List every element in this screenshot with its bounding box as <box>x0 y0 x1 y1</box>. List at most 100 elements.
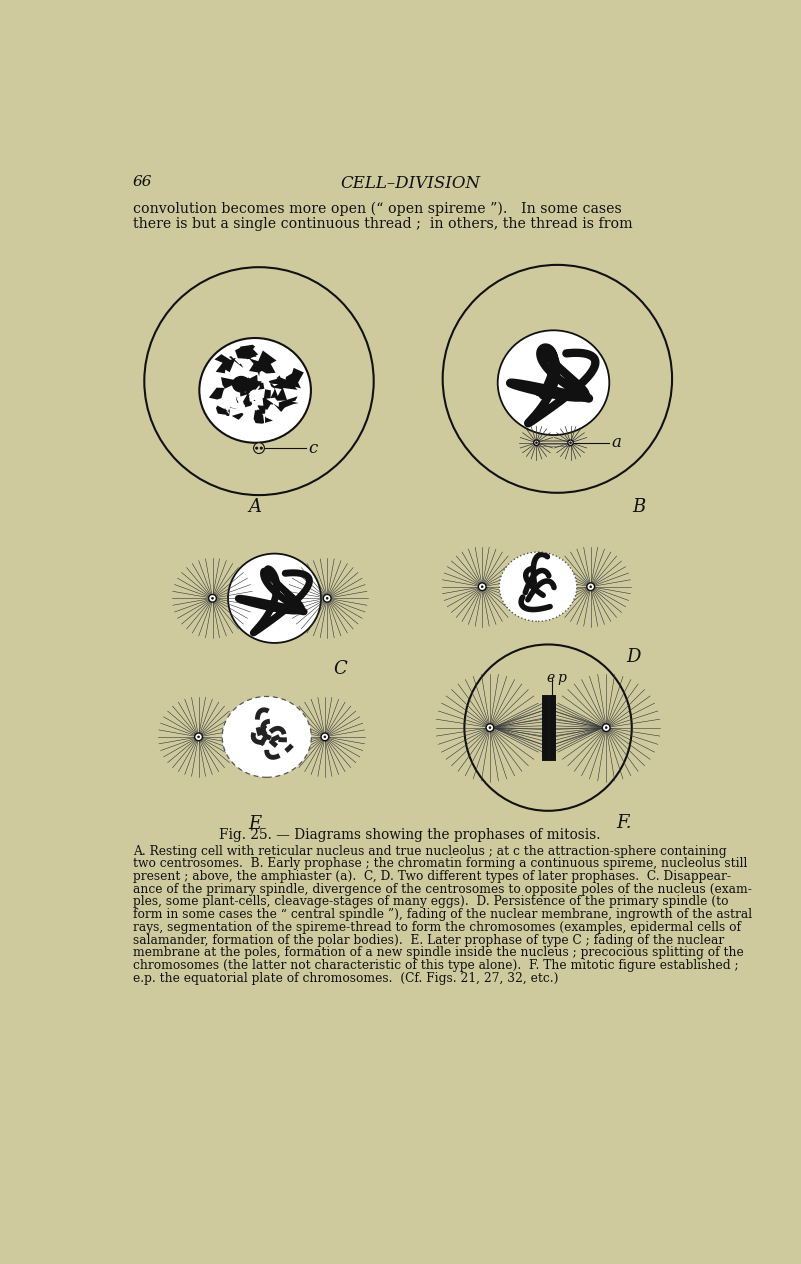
Polygon shape <box>235 346 256 359</box>
Polygon shape <box>256 350 276 374</box>
Circle shape <box>606 727 607 728</box>
Text: C: C <box>333 660 348 678</box>
Polygon shape <box>215 354 235 374</box>
Circle shape <box>489 727 491 728</box>
Circle shape <box>326 598 328 599</box>
Polygon shape <box>250 386 260 398</box>
Circle shape <box>602 724 610 732</box>
Polygon shape <box>221 404 232 412</box>
Polygon shape <box>244 386 263 406</box>
Polygon shape <box>266 398 279 407</box>
Polygon shape <box>224 369 235 375</box>
Circle shape <box>568 440 574 445</box>
Text: salamander, formation of the polar bodies).  E. Later prophase of type C ; fadin: salamander, formation of the polar bodie… <box>133 934 724 947</box>
Circle shape <box>590 585 592 588</box>
Polygon shape <box>241 392 254 406</box>
Polygon shape <box>254 410 273 423</box>
Polygon shape <box>250 398 260 410</box>
Circle shape <box>570 442 571 444</box>
Text: D: D <box>626 648 641 666</box>
Text: e: e <box>546 671 554 685</box>
Text: present ; above, the amphiaster (a).  C, D. Two different types of later prophas: present ; above, the amphiaster (a). C, … <box>133 870 731 884</box>
Circle shape <box>144 267 374 495</box>
Circle shape <box>321 733 328 741</box>
Polygon shape <box>263 415 265 428</box>
Polygon shape <box>244 380 262 399</box>
Polygon shape <box>249 392 257 402</box>
Circle shape <box>211 598 213 599</box>
Polygon shape <box>229 408 244 417</box>
Text: Fig. 25. — Diagrams showing the prophases of mitosis.: Fig. 25. — Diagrams showing the prophase… <box>219 828 601 842</box>
Circle shape <box>256 446 258 450</box>
Circle shape <box>536 442 537 444</box>
Polygon shape <box>268 375 292 389</box>
Polygon shape <box>273 412 285 423</box>
Polygon shape <box>274 397 299 412</box>
Text: ance of the primary spindle, divergence of the centrosomes to opposite poles of : ance of the primary spindle, divergence … <box>133 882 751 896</box>
Polygon shape <box>239 377 257 398</box>
Polygon shape <box>221 377 241 392</box>
Ellipse shape <box>497 330 610 435</box>
Polygon shape <box>236 394 248 408</box>
Circle shape <box>198 736 199 738</box>
Ellipse shape <box>199 337 311 442</box>
Polygon shape <box>290 368 304 384</box>
Ellipse shape <box>232 377 250 392</box>
Polygon shape <box>275 388 282 396</box>
Polygon shape <box>237 403 253 417</box>
Polygon shape <box>269 384 287 401</box>
Polygon shape <box>252 388 273 404</box>
Polygon shape <box>272 377 288 391</box>
Polygon shape <box>229 387 240 398</box>
Circle shape <box>443 265 672 493</box>
Text: F.: F. <box>616 814 632 832</box>
Text: 66: 66 <box>133 174 152 188</box>
Text: p: p <box>557 671 566 685</box>
Ellipse shape <box>499 552 577 622</box>
Circle shape <box>587 583 594 590</box>
Text: chromosomes (the latter not characteristic of this type alone).  F. The mitotic : chromosomes (the latter not characterist… <box>133 959 739 972</box>
Text: rays, segmentation of the spireme-thread to form the chromosomes (examples, epid: rays, segmentation of the spireme-thread… <box>133 921 741 934</box>
Circle shape <box>208 594 216 602</box>
Polygon shape <box>268 383 278 386</box>
Polygon shape <box>291 391 295 396</box>
Polygon shape <box>252 391 264 407</box>
Circle shape <box>481 585 483 588</box>
Text: membrane at the poles, formation of a new spindle inside the nucleus ; precociou: membrane at the poles, formation of a ne… <box>133 947 743 959</box>
Polygon shape <box>246 378 264 396</box>
Circle shape <box>465 645 632 810</box>
Polygon shape <box>229 356 244 368</box>
Polygon shape <box>243 386 262 404</box>
Circle shape <box>254 442 264 454</box>
Polygon shape <box>248 358 265 377</box>
Polygon shape <box>248 379 260 397</box>
Polygon shape <box>216 404 231 416</box>
Circle shape <box>324 594 331 602</box>
Text: a: a <box>612 435 622 451</box>
Text: two centrosomes.  B. Early prophase ; the chromatin forming a continuous spireme: two centrosomes. B. Early prophase ; the… <box>133 857 747 871</box>
Ellipse shape <box>228 554 321 643</box>
Text: A: A <box>248 498 262 516</box>
Polygon shape <box>239 379 248 393</box>
Text: c: c <box>308 440 317 456</box>
Polygon shape <box>235 393 252 410</box>
Circle shape <box>260 446 263 450</box>
Polygon shape <box>264 374 280 382</box>
Text: E: E <box>248 815 262 833</box>
Circle shape <box>533 384 545 397</box>
Text: there is but a single continuous thread ;  in others, the thread is from: there is but a single continuous thread … <box>133 217 632 231</box>
Text: A. Resting cell with reticular nucleus and true nucleolus ; at c the attraction-: A. Resting cell with reticular nucleus a… <box>133 844 727 858</box>
Text: convolution becomes more open (“ open spireme ”).   In some cases: convolution becomes more open (“ open sp… <box>133 202 622 216</box>
Polygon shape <box>239 345 258 359</box>
Polygon shape <box>258 396 271 410</box>
Text: CELL–DIVISION: CELL–DIVISION <box>340 174 480 192</box>
Text: ples, some plant-cells, cleavage-stages of many eggs).  D. Persistence of the pr: ples, some plant-cells, cleavage-stages … <box>133 895 728 909</box>
Circle shape <box>533 440 539 445</box>
Text: B: B <box>632 498 646 516</box>
Circle shape <box>195 733 203 741</box>
Text: e.p. the equatorial plate of chromosomes.  (Cf. Figs. 21, 27, 32, etc.): e.p. the equatorial plate of chromosomes… <box>133 972 558 985</box>
Polygon shape <box>248 388 265 398</box>
Polygon shape <box>247 378 265 401</box>
Ellipse shape <box>222 696 312 777</box>
Polygon shape <box>284 373 301 389</box>
